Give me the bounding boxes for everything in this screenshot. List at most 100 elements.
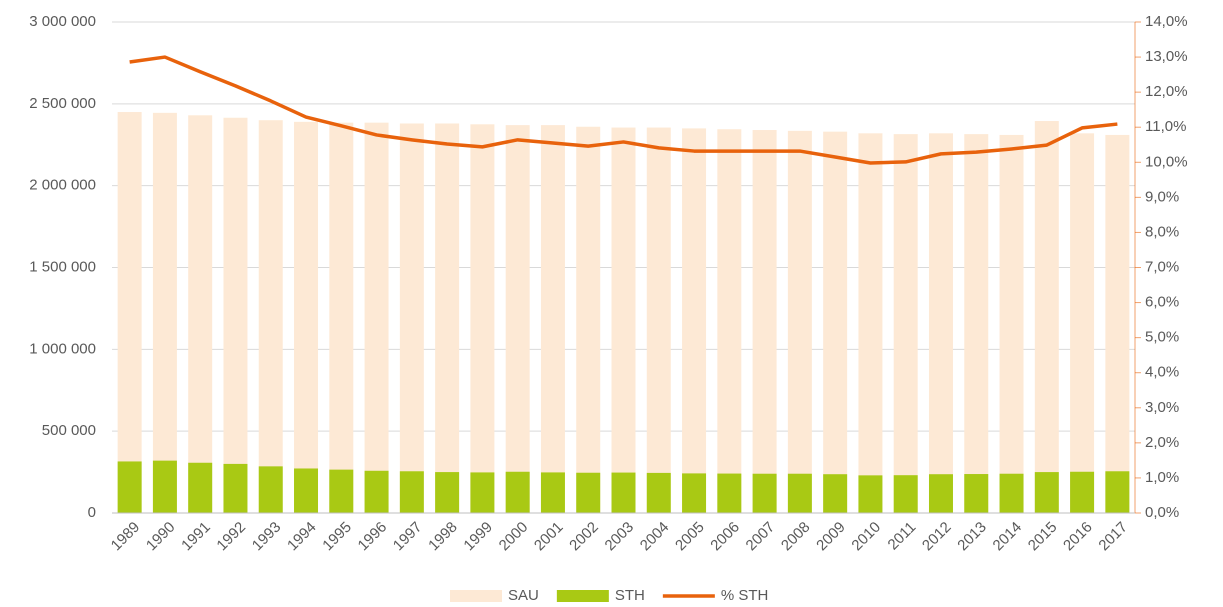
x-tick-label: 1993 [249, 519, 285, 555]
x-tick-label: 1997 [390, 519, 426, 555]
y2-tick-label: 10,0% [1145, 153, 1188, 170]
bar [928, 474, 953, 513]
bar [893, 475, 918, 513]
bar [928, 133, 953, 513]
x-tick-label: 2004 [637, 519, 673, 555]
bar [1105, 134, 1130, 513]
y-tick-label: 500 000 [42, 422, 96, 439]
bar [505, 471, 530, 513]
bar [188, 462, 213, 513]
bar [823, 131, 848, 513]
bar [1070, 133, 1095, 513]
bar [399, 123, 424, 514]
bar [611, 127, 636, 513]
bar [435, 472, 460, 513]
bar [646, 127, 671, 513]
x-tick-label: 2012 [919, 519, 955, 555]
y-tick-label: 3 000 000 [29, 13, 96, 30]
bar [435, 123, 460, 514]
bar [329, 469, 354, 513]
bar [858, 475, 883, 513]
x-tick-label: 2013 [954, 519, 990, 555]
legend-label: SAU [508, 587, 539, 604]
bar [682, 473, 707, 513]
bar [576, 126, 601, 513]
legend-swatch [556, 590, 609, 602]
bar [858, 133, 883, 513]
bar [188, 115, 213, 513]
x-tick-label: 2007 [743, 519, 779, 555]
x-tick-label: 2003 [602, 519, 638, 555]
bar [505, 125, 530, 514]
bar [1034, 472, 1059, 513]
bar [117, 112, 142, 514]
x-tick-label: 2002 [566, 519, 602, 555]
x-tick-label: 2010 [848, 519, 884, 555]
bar [540, 472, 565, 513]
bar [223, 117, 248, 514]
legend-label: % STH [721, 587, 769, 604]
y2-tick-label: 7,0% [1145, 258, 1179, 275]
y2-tick-label: 12,0% [1145, 83, 1188, 100]
bar [964, 134, 989, 513]
bar [117, 461, 142, 513]
x-tick-label: 1998 [425, 519, 461, 555]
x-tick-label: 2008 [778, 519, 814, 555]
y-tick-label: 2 000 000 [29, 177, 96, 194]
bar [1070, 471, 1095, 513]
x-tick-label: 2016 [1060, 519, 1096, 555]
bar [682, 128, 707, 513]
x-tick-label: 2014 [990, 519, 1026, 555]
x-tick-label: 1994 [284, 519, 320, 555]
bar [470, 124, 495, 514]
legend-label: STH [615, 587, 645, 604]
bar [294, 468, 319, 513]
bar [823, 474, 848, 513]
y2-tick-label: 6,0% [1145, 294, 1179, 311]
y2-tick-label: 0,0% [1145, 504, 1179, 521]
y2-tick-label: 5,0% [1145, 329, 1179, 346]
bar [258, 466, 283, 513]
y2-tick-label: 8,0% [1145, 223, 1179, 240]
bar [717, 473, 742, 513]
bar [787, 130, 812, 514]
bar [752, 130, 777, 513]
x-tick-label: 1991 [178, 519, 214, 555]
x-tick-label: 2006 [707, 519, 743, 555]
legend-swatch [450, 590, 502, 602]
x-tick-label: 2000 [496, 519, 532, 555]
bar [364, 122, 389, 513]
bar [470, 472, 495, 513]
y2-tick-label: 1,0% [1145, 469, 1179, 486]
y2-tick-label: 9,0% [1145, 188, 1179, 205]
x-tick-label: 1989 [108, 519, 144, 555]
x-tick-label: 1992 [213, 519, 249, 555]
bar [611, 472, 636, 513]
x-tick-label: 2009 [813, 519, 849, 555]
bar [152, 460, 177, 513]
bar [540, 125, 565, 514]
bar [999, 473, 1024, 513]
y2-tick-label: 4,0% [1145, 364, 1179, 381]
bar [364, 470, 389, 513]
y2-tick-label: 13,0% [1145, 48, 1188, 65]
bar [893, 134, 918, 513]
y-tick-label: 0 [88, 504, 96, 521]
bar [787, 473, 812, 513]
bar [258, 120, 283, 513]
x-tick-label: 1990 [143, 519, 179, 555]
bar [576, 472, 601, 513]
y-tick-label: 1 500 000 [29, 258, 96, 275]
x-tick-label: 1996 [355, 519, 391, 555]
x-tick-label: 2005 [672, 519, 708, 555]
x-tick-label: 2001 [531, 519, 567, 555]
bar [1034, 121, 1059, 513]
x-tick-label: 2017 [1095, 519, 1131, 555]
line [129, 55, 1118, 165]
y-tick-label: 1 000 000 [29, 340, 96, 357]
x-tick-label: 1999 [460, 519, 496, 555]
bar [294, 121, 319, 513]
bar [999, 134, 1024, 513]
bar [152, 112, 177, 514]
y2-tick-label: 11,0% [1145, 118, 1186, 135]
